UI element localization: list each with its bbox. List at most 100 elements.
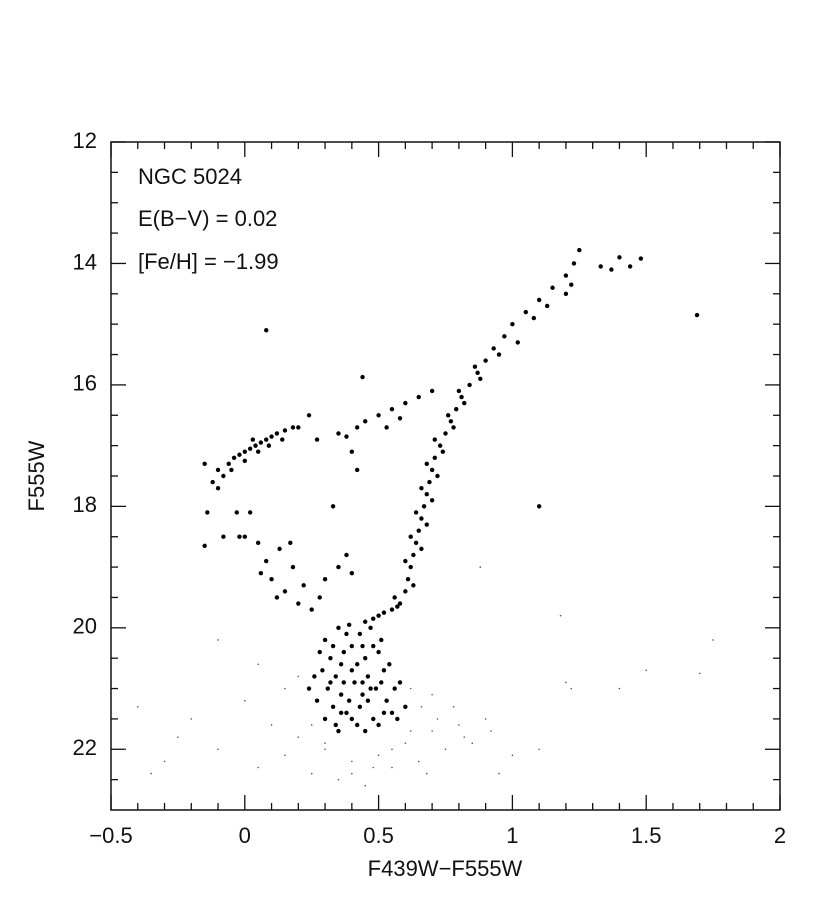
data-point [351,760,353,763]
data-point [440,449,446,454]
data-point [231,455,237,460]
data-point [538,748,540,751]
data-point [424,492,429,497]
data-point [618,687,621,690]
plot-frame [110,141,781,811]
data-point [379,637,384,643]
data-point [320,668,325,673]
data-point [336,431,341,436]
data-point [317,649,322,655]
data-point [344,631,349,637]
data-point [163,760,166,763]
data-point [328,655,333,661]
data-point [550,285,555,290]
data-point [324,748,326,751]
data-point [617,255,622,260]
data-point [416,528,421,533]
data-point [432,455,437,460]
data-point [296,425,301,430]
data-point [381,610,387,615]
data-point [387,662,392,667]
data-point [341,680,347,685]
data-point [403,704,408,709]
data-point [417,760,420,763]
data-point [244,699,246,702]
data-point [365,698,371,703]
data-point [409,730,412,732]
data-point [282,589,288,594]
data-point [150,772,152,775]
data-point [413,510,419,515]
data-point [330,704,336,709]
y-tick-label: 22 [73,735,97,760]
data-point [475,370,480,375]
data-point [255,540,261,545]
data-point [384,698,389,703]
data-point [536,297,542,303]
data-point [280,437,285,442]
data-point [349,668,355,673]
data-point [217,639,219,641]
data-point [427,479,432,485]
data-point [432,437,437,442]
data-point [491,346,496,351]
data-point [354,467,360,473]
data-point [360,643,365,649]
data-point [136,705,139,708]
data-point [297,736,300,738]
data-point [559,614,562,617]
data-point [257,663,259,666]
data-point [266,443,272,448]
data-point [288,540,293,545]
data-point [312,674,317,679]
data-point [405,577,411,582]
data-point [443,431,448,436]
data-point [341,649,347,655]
data-point [377,754,380,757]
data-point [322,637,328,643]
data-point [242,449,247,454]
annotation: E(B−V) = 0.02 [138,206,277,231]
data-point [363,619,368,624]
data-point [282,428,288,433]
data-point [448,419,454,424]
data-point [368,625,373,631]
data-point [205,510,210,515]
data-point [472,364,478,369]
data-point [363,655,368,661]
data-point [381,668,387,673]
data-point [221,473,226,479]
data-point [354,722,360,728]
data-point [274,595,280,600]
data-point [490,730,492,732]
data-point [290,564,296,570]
data-point [563,273,569,278]
data-point [536,504,542,509]
data-point [371,716,376,722]
data-point [376,613,381,618]
data-point [403,589,408,594]
data-point [395,716,400,722]
data-point [569,282,574,287]
data-point [317,595,322,600]
data-point [242,458,247,464]
data-point [314,698,320,703]
data-point [357,631,363,637]
data-point [392,595,397,600]
data-point [253,443,258,448]
data-point [360,692,365,697]
data-point [363,419,368,424]
data-point [408,534,413,539]
data-point [336,728,341,734]
data-point [712,639,714,641]
data-point [371,643,376,649]
data-point [349,643,355,649]
data-point [296,601,301,606]
data-point [338,662,344,667]
data-point [437,443,443,448]
x-tick-label: 0.5 [363,823,394,848]
data-point [416,394,421,400]
data-point [389,710,395,716]
data-point [344,434,349,439]
data-point [694,312,700,318]
